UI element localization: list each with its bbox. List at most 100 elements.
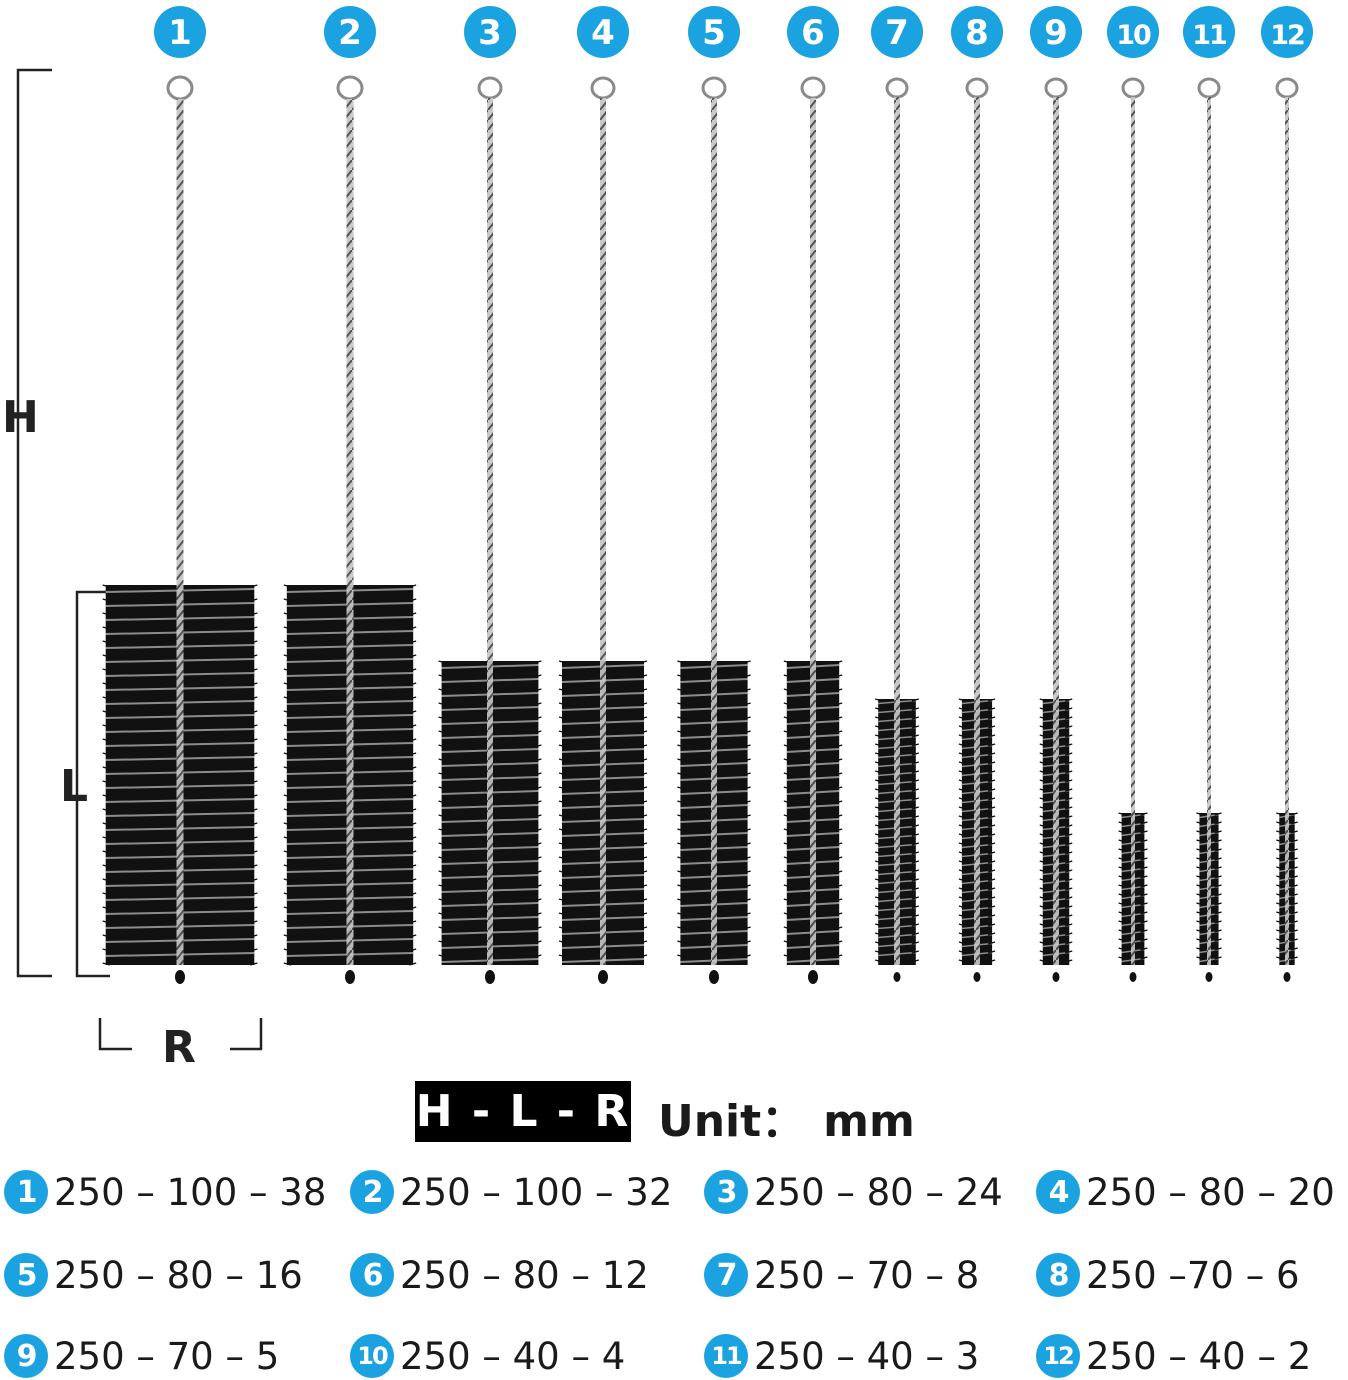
brush-2: 2 [283,6,417,984]
bristle-head [1196,812,1222,965]
spec-number-badge: 6 [350,1253,394,1297]
brushes-layer: 1 2 3 4 5 6 7 8 9 10 11 12 [102,6,1313,984]
brush-tip [1052,972,1060,982]
hanging-loop [885,77,909,99]
brush-number-badge: 4 [577,6,629,58]
spec-number-badge: 12 [1036,1334,1080,1378]
height-label: H [2,392,39,443]
spec-item-1: 1 250 – 100 – 38 [4,1170,326,1214]
brush-number-badge: 2 [324,6,376,58]
spec-dimensions: 250 – 70 – 8 [754,1253,980,1297]
brush-6: 6 [783,6,843,984]
brush-5: 5 [677,6,751,984]
spec-item-9: 9 250 – 70 – 5 [4,1334,279,1378]
spec-dimensions: 250 – 70 – 5 [54,1334,280,1378]
length-dimension-bracket [75,590,110,978]
brush-7: 7 [871,6,923,982]
brush-number-badge: 11 [1183,6,1235,58]
brush-size-diagram: 1 2 3 4 5 6 7 8 9 10 11 12 [16,6,1313,1051]
spec-number-badge: 11 [704,1334,748,1378]
brush-tip [485,970,495,984]
spec-number-badge: 8 [1036,1253,1080,1297]
brush-8: 8 [951,6,1003,982]
brush-number-badge: 12 [1261,6,1313,58]
spec-item-10: 10 250 – 40 – 4 [350,1334,625,1378]
twisted-wire-handle [487,98,493,964]
brush-number-text: 8 [965,13,989,53]
twisted-wire-handle [1053,97,1059,964]
spec-dimensions: 250 – 40 – 3 [754,1334,980,1378]
spec-number-badge: 9 [4,1334,48,1378]
bristle-head [958,698,996,965]
brush-number-text: 6 [801,13,825,53]
spec-item-5: 5 250 – 80 – 16 [4,1253,303,1297]
brush-tip [973,972,981,982]
spec-number-badge: 10 [350,1334,394,1378]
brush-tip [175,970,185,984]
brush-number-badge: 10 [1107,6,1159,58]
spec-dimensions: 250 – 40 – 2 [1086,1334,1312,1378]
spec-dimensions: 250 – 80 – 24 [754,1170,1003,1214]
spec-item-12: 12 250 – 40 – 2 [1036,1334,1311,1378]
radius-label: R [162,1022,196,1073]
format-legend-box: H - L - R [415,1081,631,1142]
spec-dimensions: 250 – 80 – 16 [54,1253,303,1297]
spec-dimensions: 250 – 100 – 32 [400,1170,673,1214]
bristle-head [875,698,919,965]
spec-dimensions: 250 – 100 – 38 [54,1170,327,1214]
brush-tip [808,970,818,984]
bristle-head [1276,812,1298,965]
bristle-head [283,584,417,966]
twisted-wire-handle [810,98,816,964]
unit-label: Unit： [658,1096,806,1147]
twisted-wire-handle [711,98,717,964]
brush-tip [1129,972,1137,982]
brush-1: 1 [102,6,258,984]
hanging-loop [1044,77,1068,99]
brush-tip [1283,972,1291,982]
spec-number-badge: 1 [4,1170,48,1214]
spec-item-4: 4 250 – 80 – 20 [1036,1170,1335,1214]
bristle-head [438,660,542,965]
spec-dimensions: 250 – 40 – 4 [400,1334,626,1378]
length-label: L [60,761,89,812]
brush-number-text: 1 [168,13,192,53]
twisted-wire-handle [1131,97,1135,964]
brush-tip [345,970,355,984]
twisted-wire-handle [600,98,606,964]
brush-tip [709,970,719,984]
spec-number-badge: 3 [704,1170,748,1214]
hanging-loop [965,77,989,99]
brush-tip [1205,972,1213,982]
brush-number-text: 12 [1270,20,1304,51]
spec-item-3: 3 250 – 80 – 24 [704,1170,1003,1214]
spec-dimensions: 250 – 80 – 20 [1086,1170,1335,1214]
hanging-loop [1275,77,1299,99]
spec-item-11: 11 250 – 40 – 3 [704,1334,979,1378]
twisted-wire-handle [1207,97,1211,964]
unit-line: Unit： mm [658,1100,933,1144]
brush-number-text: 2 [338,13,362,53]
brush-10: 10 [1107,6,1159,982]
brush-number-badge: 5 [688,6,740,58]
brush-12: 12 [1261,6,1313,982]
brush-number-text: 10 [1116,20,1151,51]
twisted-wire-handle [346,99,354,964]
spec-item-2: 2 250 – 100 – 32 [350,1170,672,1214]
hanging-loop [800,76,826,100]
hanging-loop [166,75,194,101]
hanging-loop [477,76,503,100]
twisted-wire-handle [974,97,980,964]
twisted-wire-handle [894,97,900,964]
twisted-wire-handle [1285,97,1289,964]
bristle-head [1118,812,1148,965]
brush-number-badge: 7 [871,6,923,58]
hanging-loop [1121,77,1145,99]
brush-number-text: 5 [702,13,726,53]
brush-number-text: 9 [1044,13,1068,53]
brush-number-badge: 1 [154,6,206,58]
brush-tip [893,972,901,982]
radius-dimension-bracket [98,1018,263,1051]
spec-item-6: 6 250 – 80 – 12 [350,1253,649,1297]
hanging-loop [1197,77,1221,99]
